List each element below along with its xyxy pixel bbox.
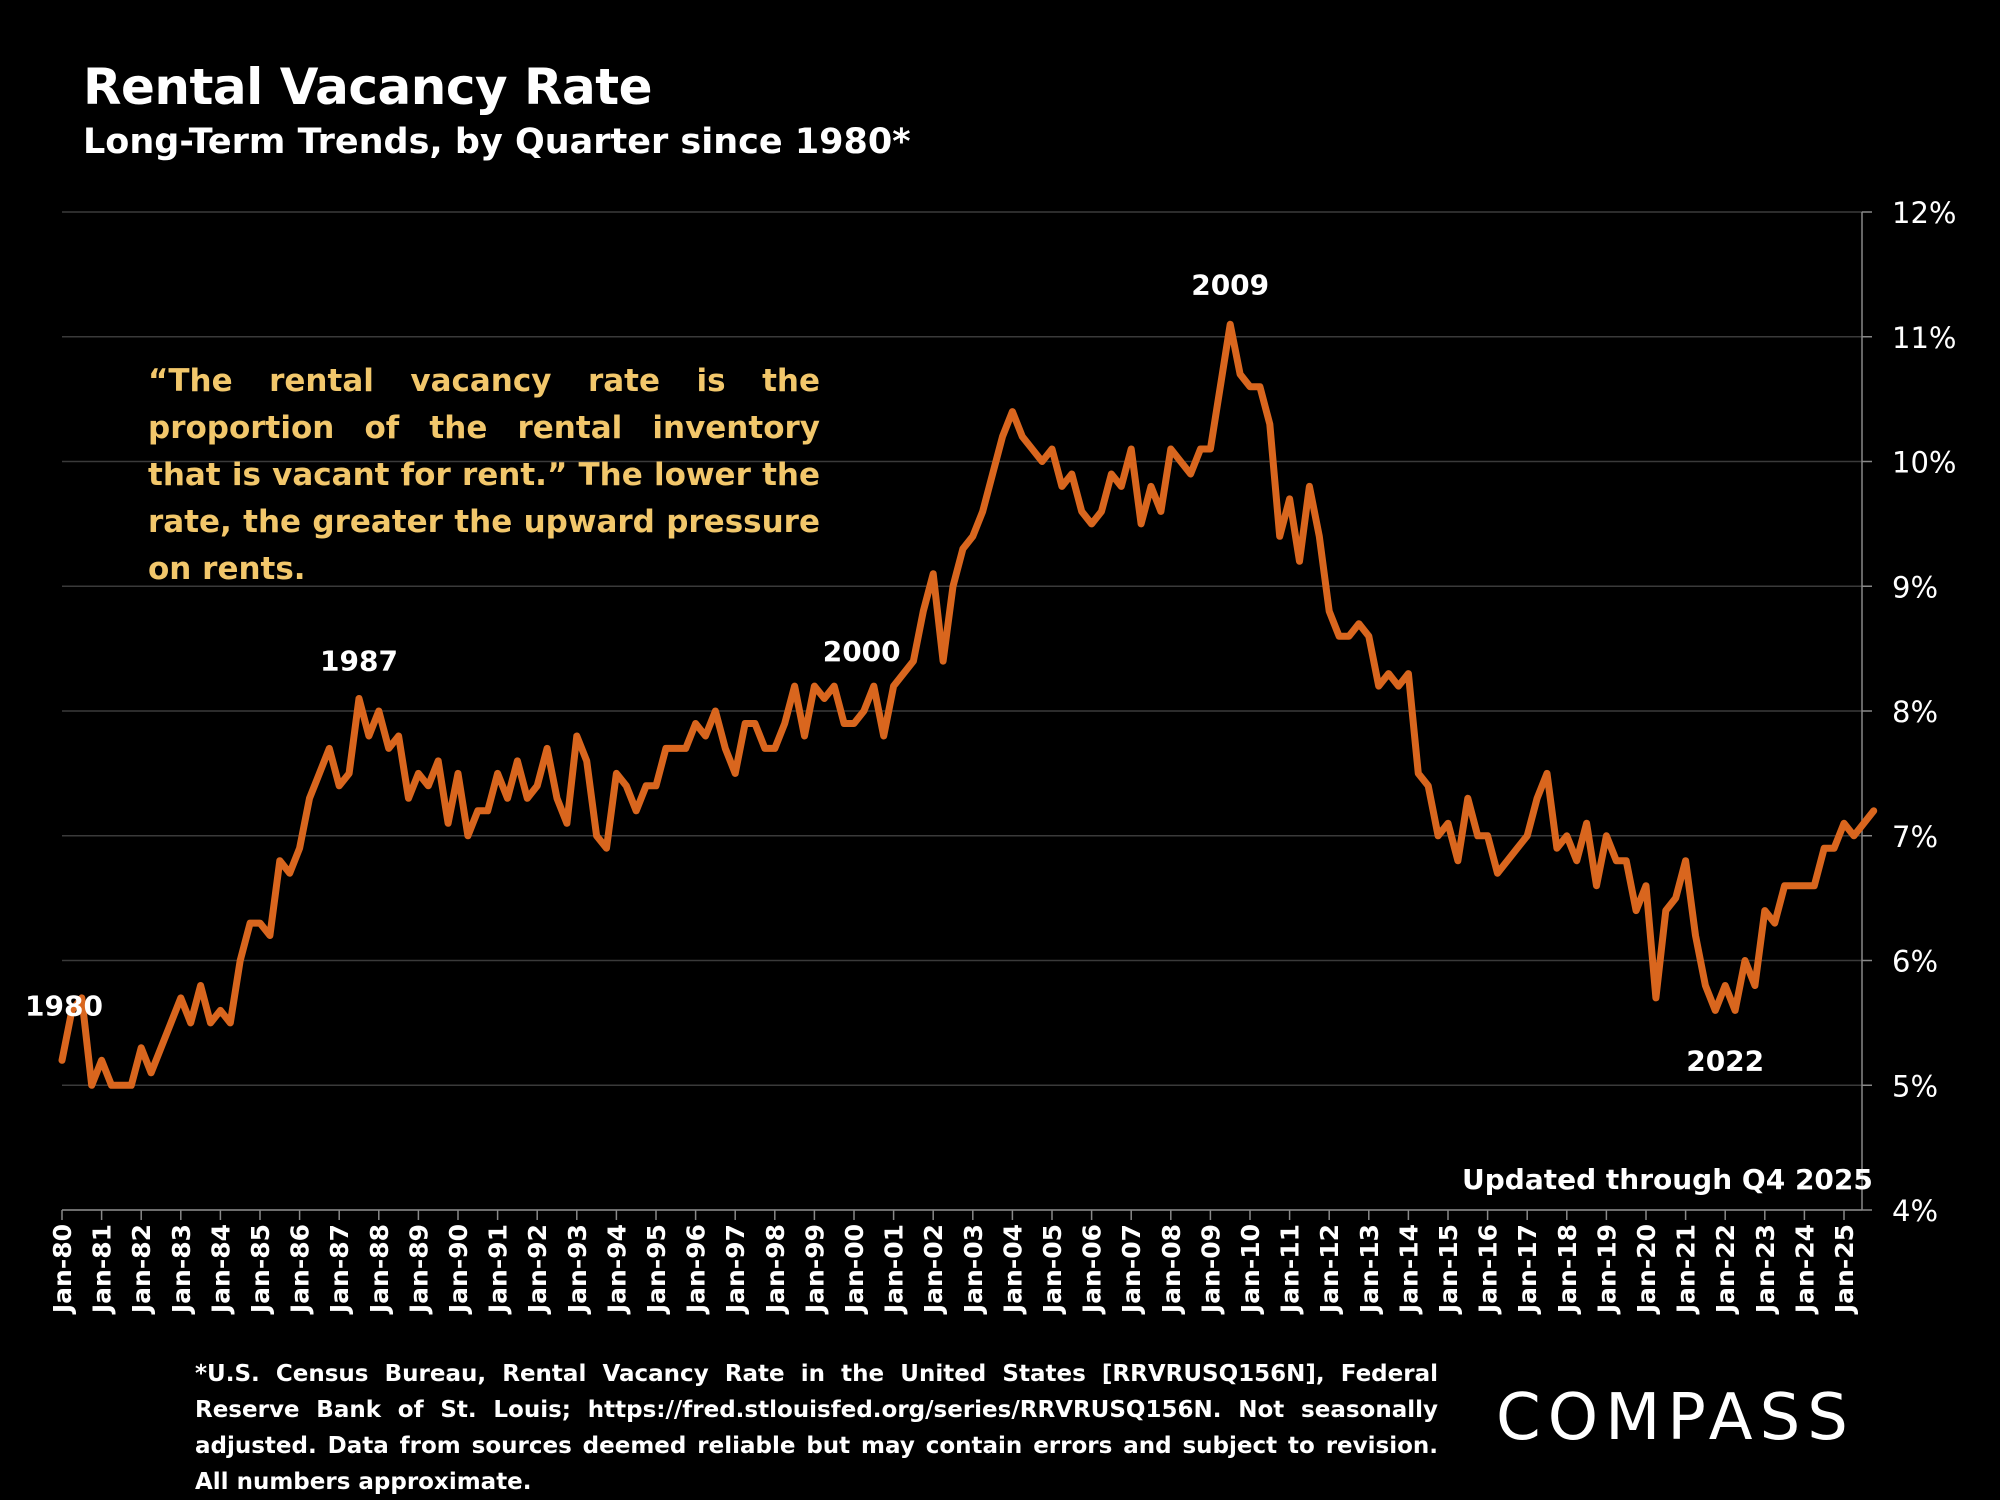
y-tick-label: 5% [1892,1069,1938,1103]
x-tick-label: Jan-97 [721,1224,750,1315]
x-tick-label: Jan-10 [1236,1224,1265,1315]
annotation-label: 1980 [25,989,103,1022]
x-tick-label: Jan-14 [1394,1224,1423,1315]
x-tick-label: Jan-09 [1196,1224,1225,1315]
x-tick-label: Jan-84 [206,1224,235,1315]
x-tick-label: Jan-24 [1790,1224,1819,1315]
annotation-label: 2000 [823,635,901,668]
x-tick-label: Jan-08 [1157,1224,1186,1315]
y-tick-label: 9% [1892,570,1938,604]
x-tick-label: Jan-86 [286,1224,315,1315]
x-tick-label: Jan-94 [602,1224,631,1315]
x-tick-label: Jan-98 [761,1224,790,1315]
definition-quote: “The rental vacancy rate is the proporti… [148,363,820,587]
x-tick-label: Jan-18 [1553,1224,1582,1315]
x-tick-label: Jan-80 [48,1224,77,1315]
vacancy-rate-line [58,320,1878,1089]
x-tick-label: Jan-88 [365,1224,394,1315]
x-tick-label: Jan-05 [1038,1224,1067,1315]
chart-title: Rental Vacancy Rate [83,58,653,116]
x-tick-label: Jan-02 [919,1224,948,1315]
x-tick-label: Jan-87 [325,1224,354,1315]
x-tick-label: Jan-22 [1711,1224,1740,1315]
annotation-label: 2022 [1686,1044,1764,1077]
updated-note: Updated through Q4 2025 [1462,1163,1873,1196]
compass-logo: COMPASS [1496,1381,1855,1455]
x-tick-label: Jan-85 [246,1224,275,1315]
y-tick-label: 8% [1892,695,1938,729]
x-tick-label: Jan-96 [682,1224,711,1315]
x-tick-label: Jan-04 [998,1224,1027,1315]
x-tick-label: Jan-11 [1276,1224,1305,1315]
y-tick-label: 7% [1892,820,1938,854]
y-tick-label: 6% [1892,945,1938,979]
y-tick-label: 11% [1892,321,1956,355]
x-tick-label: Jan-13 [1355,1224,1384,1315]
x-tick-label: Jan-20 [1632,1224,1661,1315]
y-tick-label: 4% [1892,1194,1938,1228]
chart-subtitle: Long-Term Trends, by Quarter since 1980* [83,122,911,162]
x-tick-label: Jan-17 [1513,1224,1542,1315]
x-tick-label: Jan-16 [1474,1224,1503,1315]
x-tick-label: Jan-15 [1434,1224,1463,1315]
x-tick-label: Jan-23 [1751,1224,1780,1315]
annotation-label: 1987 [320,645,398,678]
x-tick-label: Jan-01 [880,1224,909,1315]
x-tick-label: Jan-81 [88,1224,117,1315]
x-tick-label: Jan-90 [444,1224,473,1315]
x-tick-label: Jan-25 [1830,1224,1859,1315]
x-tick-label: Jan-95 [642,1224,671,1315]
source-footnote: *U.S. Census Bureau, Rental Vacancy Rate… [195,1361,1438,1495]
x-tick-label: Jan-92 [523,1224,552,1315]
annotation-label: 2009 [1191,268,1269,301]
x-tick-label: Jan-82 [127,1224,156,1315]
x-tick-label: Jan-06 [1078,1224,1107,1315]
x-tick-label: Jan-00 [840,1224,869,1315]
x-tick-label: Jan-21 [1672,1224,1701,1315]
x-tick-label: Jan-19 [1592,1224,1621,1315]
x-tick-label: Jan-03 [959,1224,988,1315]
y-tick-label: 10% [1892,446,1956,480]
x-tick-label: Jan-91 [484,1224,513,1315]
x-tick-label: Jan-93 [563,1224,592,1315]
x-tick-label: Jan-12 [1315,1224,1344,1315]
y-tick-label: 12% [1892,196,1956,230]
x-tick-label: Jan-07 [1117,1224,1146,1315]
x-tick-label: Jan-89 [404,1224,433,1315]
x-tick-label: Jan-99 [800,1224,829,1315]
x-tick-label: Jan-83 [167,1224,196,1315]
